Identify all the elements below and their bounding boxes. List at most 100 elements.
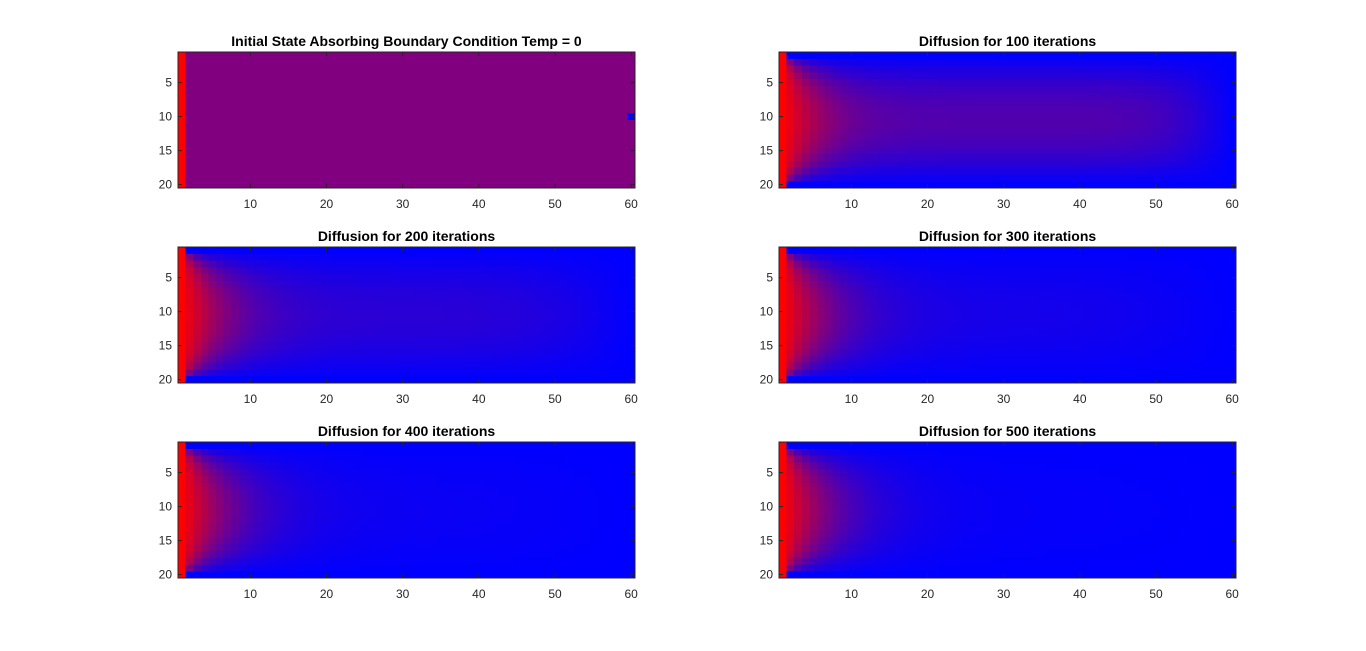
heatmap-cell [801, 120, 811, 128]
heatmap-cell [931, 106, 940, 114]
heatmap-cell [801, 106, 811, 114]
heatmap-cell [1159, 267, 1169, 275]
heatmap-cell [992, 72, 1001, 80]
heatmap-cell [543, 79, 552, 87]
heatmap-cell [315, 147, 324, 155]
heatmap-cell [1045, 126, 1054, 135]
heatmap-cell [938, 174, 948, 182]
heatmap-cell [1091, 174, 1100, 182]
heatmap-cell [1068, 133, 1077, 141]
heatmap-cell [1197, 267, 1207, 275]
heatmap-cell [619, 86, 628, 94]
heatmap-cell [337, 287, 347, 296]
heatmap-cell [817, 376, 826, 384]
heatmap-cell [261, 167, 270, 175]
heatmap-cell [360, 267, 370, 275]
heatmap-cell [1114, 79, 1123, 87]
heatmap-cell [1197, 260, 1207, 268]
heatmap-cell [307, 301, 316, 309]
heatmap-cell [779, 154, 788, 162]
heatmap-cell [513, 281, 522, 289]
heatmap-cell [1197, 147, 1207, 155]
heatmap-cell [1098, 120, 1108, 128]
heatmap-cell [558, 154, 568, 162]
heatmap-cell [307, 140, 316, 148]
heatmap-cell [1121, 99, 1130, 107]
heatmap-cell [1053, 120, 1062, 128]
heatmap-cell [231, 160, 240, 169]
heatmap-cell [832, 72, 841, 80]
heatmap-cell [193, 321, 202, 330]
heatmap-cell [817, 315, 826, 323]
heatmap-cell [261, 287, 270, 296]
heatmap-cell [383, 287, 392, 296]
heatmap-cell [809, 355, 818, 364]
heatmap-cell [414, 267, 423, 275]
heatmap-cell [870, 72, 879, 80]
heatmap-cell [596, 349, 606, 357]
heatmap-cell [801, 133, 811, 141]
heatmap-cell [497, 167, 507, 175]
heatmap-cell [809, 147, 818, 155]
heatmap-cell [330, 174, 339, 182]
subplot-title: Initial State Absorbing Boundary Conditi… [231, 33, 582, 49]
heatmap-cell [581, 369, 590, 377]
heatmap-cell [475, 167, 484, 175]
heatmap-cell [535, 106, 545, 114]
heatmap-cell [231, 281, 240, 289]
heatmap-cell [269, 113, 278, 121]
heatmap-cell [497, 355, 507, 364]
heatmap-cell [954, 154, 963, 162]
heatmap-cell [619, 174, 628, 182]
heatmap-cell [1190, 315, 1199, 323]
x-tick-label: 60 [625, 197, 639, 211]
heatmap-cell [786, 86, 795, 94]
heatmap-cell [459, 281, 469, 289]
heatmap-cell [307, 86, 316, 94]
heatmap-cell [566, 247, 575, 255]
heatmap-cell [520, 308, 529, 316]
heatmap-cell [1022, 335, 1031, 343]
heatmap-cell [1144, 369, 1153, 377]
heatmap-cell [809, 328, 818, 336]
heatmap-cell [612, 92, 621, 101]
heatmap-cell [513, 92, 522, 101]
heatmap-cell [824, 113, 833, 121]
heatmap-cell [1213, 126, 1222, 135]
heatmap-cell [1053, 328, 1062, 336]
heatmap-cell [558, 342, 568, 350]
heatmap-cell [200, 315, 210, 323]
heatmap-cell [398, 260, 408, 268]
heatmap-cell [566, 113, 575, 121]
heatmap-cell [779, 294, 788, 302]
heatmap-cell [969, 281, 978, 289]
heatmap-cell [345, 106, 354, 114]
heatmap-cell [292, 65, 301, 73]
heatmap-cell [809, 287, 818, 296]
heatmap-cell [330, 267, 339, 275]
heatmap-cell [322, 308, 331, 316]
heatmap-cell [1167, 113, 1176, 121]
heatmap-cell [574, 281, 583, 289]
heatmap-cell [900, 58, 910, 67]
heatmap-cell [1106, 52, 1115, 60]
heatmap-cell [566, 181, 575, 189]
heatmap-cell [832, 52, 841, 60]
heatmap-cell [452, 362, 461, 370]
y-tick-label: 10 [159, 305, 173, 319]
heatmap-cell [444, 362, 453, 370]
heatmap-cell [839, 287, 849, 296]
heatmap-cell [444, 369, 453, 377]
heatmap-cell [269, 52, 278, 60]
heatmap-cell [992, 328, 1001, 336]
heatmap-cell [1129, 126, 1138, 135]
heatmap-cell [444, 442, 453, 450]
heatmap-cell [551, 174, 560, 182]
heatmap-cell [1159, 335, 1169, 343]
heatmap-cell [1098, 315, 1108, 323]
heatmap-cell [497, 281, 507, 289]
heatmap-cell [277, 52, 286, 60]
heatmap-cell [786, 274, 795, 282]
heatmap-cell [490, 167, 499, 175]
heatmap-cell [1015, 160, 1024, 169]
